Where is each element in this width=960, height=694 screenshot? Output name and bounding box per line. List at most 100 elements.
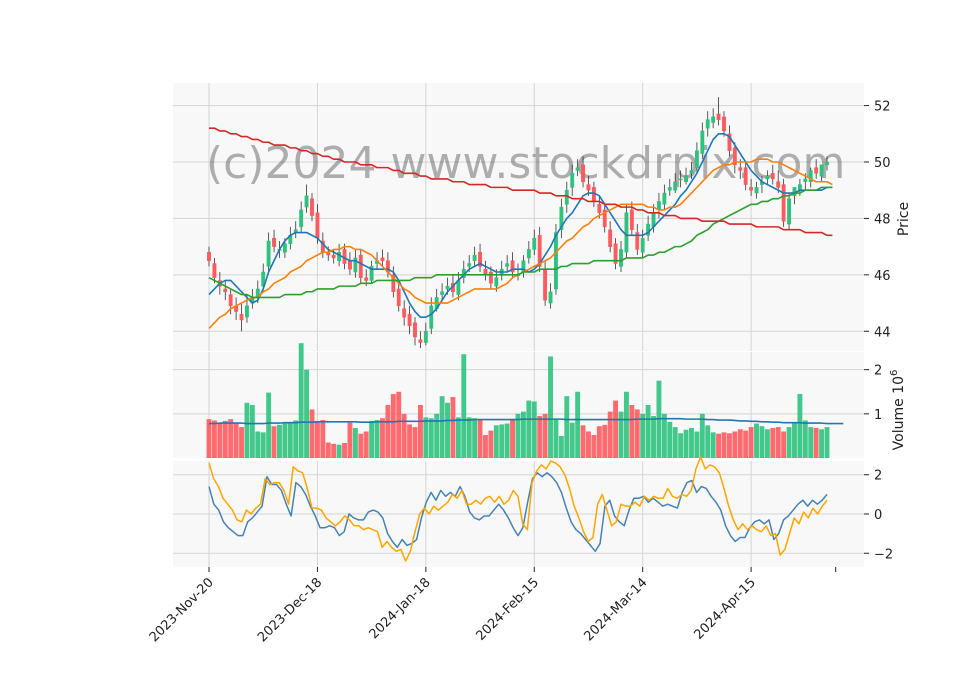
- candle-body: [369, 266, 374, 281]
- volume-bars: [206, 343, 830, 458]
- candle-body: [223, 288, 228, 293]
- volume-y-ticks: 12: [864, 364, 882, 423]
- volume-bar: [342, 442, 347, 458]
- volume-bar: [314, 420, 320, 458]
- volume-bar: [634, 409, 640, 458]
- candle-body: [776, 181, 781, 188]
- price-ytick-label: 50: [874, 156, 891, 171]
- volume-bar: [407, 424, 413, 458]
- candle-body: [743, 167, 748, 185]
- volume-bar: [526, 400, 532, 458]
- candle-body: [537, 235, 542, 267]
- volume-bar: [586, 431, 591, 458]
- volume-bar: [694, 431, 700, 458]
- volume-bar: [645, 405, 651, 458]
- volume-bar: [542, 413, 548, 458]
- volume-bar: [764, 429, 770, 458]
- volume-bar: [304, 369, 310, 458]
- volume-bar: [748, 427, 754, 458]
- volume-bar: [206, 419, 212, 458]
- volume-bar: [434, 413, 440, 458]
- candle-body: [526, 249, 531, 259]
- volume-bar: [287, 422, 293, 458]
- volume-bar: [575, 391, 581, 458]
- candle-body: [391, 274, 396, 293]
- candle-body: [797, 184, 802, 191]
- ma-line-ma-200: [209, 127, 833, 237]
- candle-body: [429, 305, 434, 329]
- volume-axis-label: Volume 106: [889, 370, 907, 451]
- volume-bar: [325, 442, 331, 458]
- candle-body: [380, 257, 385, 261]
- candle-body: [483, 268, 488, 276]
- volume-axis-exponent: 6: [889, 370, 900, 376]
- oscillator-ytick-label: −2: [874, 547, 893, 562]
- volume-bar: [445, 402, 450, 458]
- price-ytick-label: 46: [874, 269, 891, 284]
- volume-bar: [548, 356, 553, 458]
- volume-bar: [401, 413, 407, 458]
- candle-body: [467, 263, 472, 267]
- volume-bar: [228, 419, 234, 458]
- candle-body: [689, 170, 694, 174]
- volume-bar: [320, 420, 326, 458]
- price-ytick-label: 44: [874, 325, 891, 340]
- candle-body: [228, 294, 233, 307]
- x-tick-label: 2024-Jan-18: [367, 575, 434, 642]
- candle-body: [640, 237, 645, 253]
- candle-body: [413, 322, 417, 338]
- candle-body: [282, 243, 287, 253]
- volume-bar: [499, 424, 505, 458]
- candle-body: [478, 252, 482, 267]
- volume-bar: [298, 343, 304, 458]
- volume-bar: [683, 429, 689, 458]
- volume-bar: [461, 354, 467, 458]
- volume-bar: [537, 416, 543, 458]
- volume-bar: [450, 397, 456, 458]
- price-y-ticks: 44 46 48 50 52: [864, 100, 891, 340]
- volume-bar: [797, 393, 803, 458]
- candle-body: [814, 167, 819, 174]
- volume-bar: [802, 420, 808, 458]
- volume-bar: [721, 432, 727, 458]
- candle-body: [494, 277, 499, 287]
- volume-bar: [428, 418, 434, 458]
- volume-bar: [369, 420, 375, 458]
- volume-bar: [455, 417, 461, 458]
- volume-bar: [271, 426, 277, 458]
- candle-body: [716, 113, 721, 120]
- volume-bar: [737, 429, 743, 458]
- candle-body: [662, 192, 667, 205]
- candle-body: [602, 209, 607, 228]
- candle-body: [678, 178, 683, 181]
- volume-bar: [493, 425, 499, 458]
- volume-bar: [569, 422, 575, 458]
- ma-line-ma-short: [208, 132, 833, 318]
- oscillator-ytick-label: 0: [874, 508, 882, 523]
- volume-bar: [244, 402, 250, 458]
- volume-bar: [613, 400, 619, 458]
- price-axis-label: Price: [896, 202, 912, 236]
- candle-body: [700, 130, 705, 154]
- volume-bar: [743, 430, 749, 458]
- candle-body: [770, 173, 775, 180]
- volume-bar: [488, 430, 494, 458]
- candle-body: [348, 260, 352, 270]
- candle-body: [575, 167, 580, 171]
- candle-body: [212, 263, 217, 278]
- candle-body: [624, 212, 629, 253]
- volume-average-line: [209, 417, 844, 425]
- candle-body: [765, 175, 770, 180]
- candle-body: [711, 116, 716, 123]
- volume-bar: [716, 433, 722, 458]
- candle-body: [396, 288, 401, 307]
- candle-body: [364, 277, 369, 281]
- candle-body: [418, 339, 423, 343]
- volume-bar: [591, 435, 597, 458]
- candle-body: [407, 314, 412, 326]
- volume-bar: [249, 405, 255, 458]
- volume-bar: [439, 396, 445, 458]
- x-tick-label: 2023-Nov-20: [147, 575, 217, 645]
- oscillator-lines: [208, 456, 828, 562]
- volume-bar: [672, 427, 678, 458]
